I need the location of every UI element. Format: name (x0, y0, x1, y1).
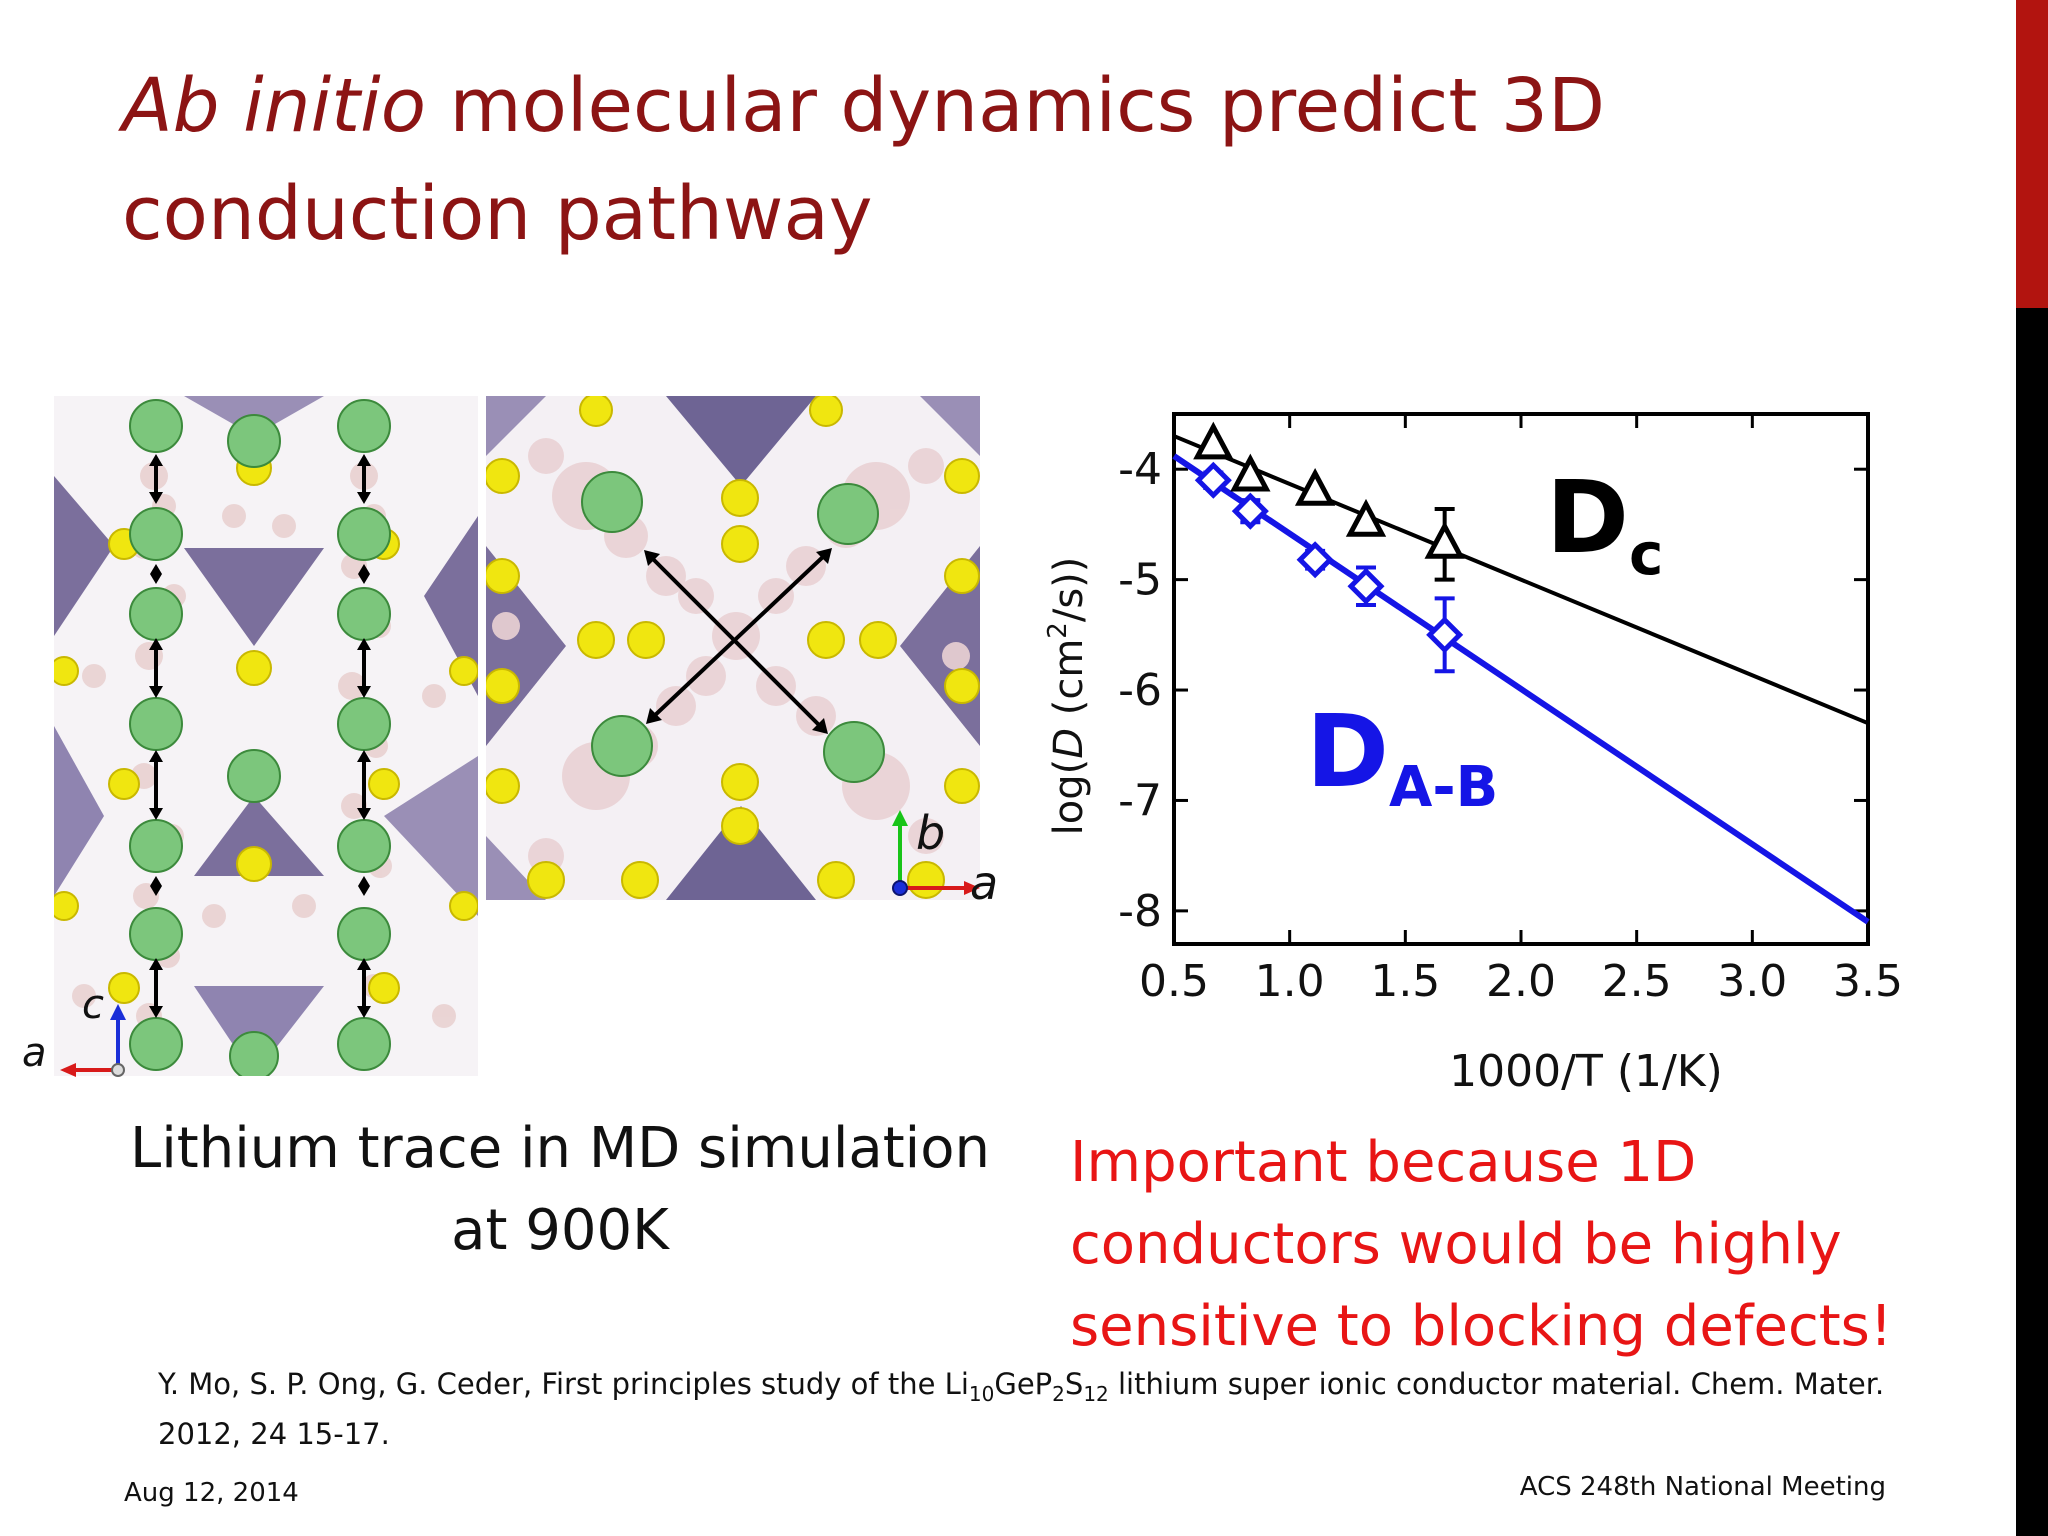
x-tick-label: 1.5 (1370, 956, 1440, 1007)
md-caption-line2: at 900K (451, 1198, 669, 1263)
axes-indicator-right (892, 810, 980, 896)
series-label-dc: Dc (1546, 459, 1663, 588)
footer-event: ACS 248th National Meeting (1519, 1472, 1886, 1502)
data-point-diamond (1194, 461, 1232, 499)
fit-line-0 (1173, 434, 1869, 726)
series-label-dab: DA-B (1306, 693, 1498, 820)
x-tick-label: 0.5 (1139, 956, 1209, 1007)
title-italic: Ab initio (122, 63, 426, 149)
axis-label-b: b (916, 806, 946, 860)
md-caption-line1: Lithium trace in MD simulation (130, 1116, 990, 1181)
md-trace-side-svg (54, 396, 478, 1076)
citation: Y. Mo, S. P. Ong, G. Ceder, First princi… (158, 1364, 1898, 1454)
x-tick-label: 2.0 (1486, 956, 1556, 1007)
citation-text-2: GeP (994, 1367, 1053, 1401)
data-point-triangle (1424, 520, 1465, 559)
md-image-caption: Lithium trace in MD simulation at 900K (110, 1108, 1010, 1272)
slide-title: Ab initio molecular dynamics predict 3D … (122, 52, 1822, 268)
x-tick-label: 3.0 (1717, 956, 1787, 1007)
axis-label-c: c (82, 982, 104, 1028)
citation-text-3: S (1064, 1367, 1084, 1401)
citation-text-1: Y. Mo, S. P. Ong, G. Ceder, First princi… (158, 1367, 969, 1401)
y-tick-label: -8 (1118, 886, 1162, 937)
md-trace-top-svg (486, 396, 980, 900)
diffusivity-arrhenius-chart: 0.5 1.0 1.5 2.0 2.5 3.0 3.5 -4 -5 -6 -7 -8 log(D (c… (1040, 396, 1903, 1097)
data-point-diamond (1347, 567, 1385, 605)
y-tick-label: -7 (1118, 775, 1162, 826)
md-trace-image-side-view (54, 396, 478, 1076)
note-line2: conductors would be highly (1070, 1212, 1842, 1277)
y-tick-label: -6 (1118, 665, 1162, 716)
x-tick-label: 3.5 (1833, 956, 1900, 1007)
fit-line-1 (1172, 453, 1870, 925)
axes-indicator-left (60, 1004, 126, 1077)
data-point-triangle (1193, 421, 1234, 460)
data-point-diamond (1426, 616, 1464, 654)
chart-ticks: 0.5 1.0 1.5 2.0 2.5 3.0 3.5 -4 -5 -6 -7 -8 (1118, 414, 1903, 1007)
chart-svg: 0.5 1.0 1.5 2.0 2.5 3.0 3.5 -4 -5 -6 -7 -8 log(D (c… (1043, 412, 1903, 1097)
x-tick-label: 2.5 (1602, 956, 1672, 1007)
data-point-triangle (1345, 498, 1387, 537)
data-point-diamond (1231, 492, 1269, 530)
citation-sub-1: 10 (968, 1381, 995, 1406)
y-tick-label: -5 (1118, 555, 1162, 606)
data-point-diamond (1296, 541, 1334, 579)
axis-label-a-left: a (22, 1030, 47, 1076)
citation-sub-3: 12 (1083, 1381, 1109, 1406)
x-tick-label: 1.0 (1255, 956, 1325, 1007)
chart-data-points (1193, 421, 1465, 674)
data-point-triangle (1230, 453, 1271, 492)
x-axis-label: 1000/T (1/K) (1449, 1046, 1723, 1096)
citation-text-4: lithium super ionic conductor material. … (158, 1367, 1885, 1451)
y-tick-label: -4 (1118, 444, 1162, 495)
importance-note: Important because 1D conductors would be… (1070, 1122, 1970, 1368)
data-point-triangle (1294, 467, 1336, 506)
title-rest: molecular dynamics predict 3D conduction… (122, 63, 1605, 257)
note-line3: sensitive to blocking defects! (1070, 1294, 1893, 1359)
note-line1: Important because 1D (1070, 1130, 1697, 1195)
accent-bar-red (2016, 0, 2048, 308)
chart-fit-lines (1172, 434, 1870, 925)
footer-date: Aug 12, 2014 (124, 1478, 299, 1508)
y-axis-label: log(D (cm2/s)) (1043, 557, 1092, 836)
accent-bar-black (2016, 308, 2048, 1536)
axis-label-a-right: a (970, 856, 999, 910)
citation-sub-2: 2 (1052, 1381, 1065, 1406)
